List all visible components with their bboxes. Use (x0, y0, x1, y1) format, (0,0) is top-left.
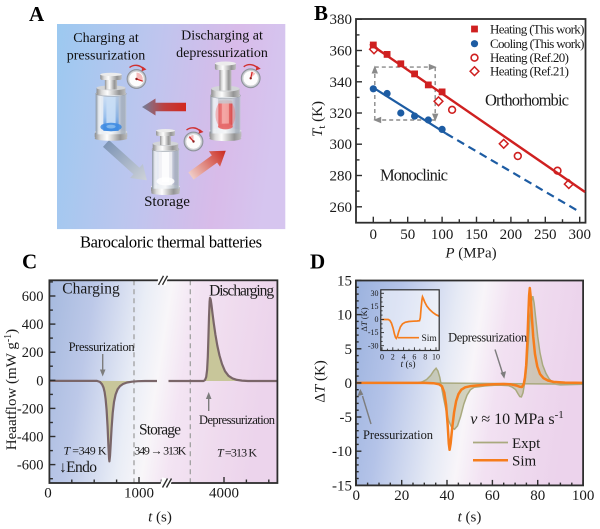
svg-text:Heating (This work): Heating (This work) (490, 22, 585, 37)
svg-text:400: 400 (22, 317, 44, 333)
svg-text:t (s): t (s) (400, 359, 415, 370)
svg-text:Cooling (This work): Cooling (This work) (490, 36, 585, 51)
svg-text:10: 10 (337, 308, 352, 324)
svg-text:200: 200 (22, 345, 44, 361)
svg-text:Sim: Sim (422, 334, 438, 344)
svg-text:0: 0 (370, 227, 378, 243)
svg-text:300: 300 (568, 227, 591, 243)
svg-text:P (MPa): P (MPa) (444, 246, 496, 262)
svg-text:340: 340 (330, 75, 353, 91)
svg-text:380: 380 (330, 12, 353, 28)
svg-text:Barocaloric thermal batteries: Barocaloric thermal batteries (80, 233, 262, 252)
svg-text:15: 15 (337, 273, 352, 289)
svg-text:T =313 K: T =313 K (217, 446, 257, 460)
svg-text:Discharging: Discharging (209, 282, 274, 299)
svg-text:600: 600 (22, 289, 44, 305)
svg-text:ΔT (K): ΔT (K) (359, 307, 369, 331)
svg-text:Heaatflow (mW g-1): Heaatflow (mW g-1) (3, 329, 20, 450)
svg-text:360: 360 (330, 44, 353, 60)
svg-text:50: 50 (400, 227, 415, 243)
svg-text:200: 200 (500, 227, 523, 243)
svg-text:30: 30 (371, 289, 379, 298)
svg-text:300: 300 (330, 137, 353, 153)
svg-text:0: 0 (375, 315, 379, 324)
svg-text:0: 0 (380, 353, 384, 362)
svg-text:-10: -10 (332, 444, 352, 460)
svg-text:T =349 K: T =349 K (64, 444, 107, 458)
svg-text:4000: 4000 (209, 486, 239, 502)
svg-text:Storage: Storage (139, 422, 181, 439)
svg-text:C: C (22, 250, 37, 274)
svg-text:Depressurization: Depressurization (199, 413, 276, 427)
svg-text:-200: -200 (17, 401, 44, 417)
svg-text:40: 40 (440, 488, 455, 504)
svg-text:15: 15 (371, 302, 379, 311)
svg-text:pressurization: pressurization (67, 49, 146, 64)
svg-text:-5: -5 (340, 410, 353, 426)
svg-text:A: A (29, 2, 45, 26)
svg-text:-15: -15 (332, 478, 352, 494)
svg-text:150: 150 (465, 227, 488, 243)
svg-text:5: 5 (345, 342, 353, 358)
svg-text:Discharging at: Discharging at (181, 29, 263, 44)
svg-text:B: B (314, 1, 328, 25)
svg-text:0: 0 (36, 373, 43, 389)
svg-text:0: 0 (353, 488, 361, 504)
svg-text:v ≈ 10 MPa s-1: v ≈ 10 MPa s-1 (470, 409, 564, 428)
svg-text:Heating (Ref.20): Heating (Ref.20) (490, 50, 569, 65)
svg-text:Heating (Ref.21): Heating (Ref.21) (490, 64, 569, 79)
svg-text:D: D (310, 250, 325, 274)
svg-text:-400: -400 (17, 430, 44, 446)
svg-text:2: 2 (391, 353, 395, 362)
svg-text:Charging: Charging (62, 281, 120, 298)
svg-text:Storage: Storage (144, 194, 190, 210)
svg-text:↓Endo: ↓Endo (59, 459, 97, 476)
svg-text:Orthorhombic: Orthorhombic (485, 91, 569, 110)
svg-text:260: 260 (330, 200, 353, 216)
svg-text:10: 10 (432, 353, 440, 362)
svg-text:Pressurization: Pressurization (363, 428, 434, 442)
svg-text:80: 80 (530, 488, 545, 504)
svg-text:Pressurization: Pressurization (69, 340, 136, 354)
svg-text:20: 20 (394, 488, 409, 504)
svg-text:-30: -30 (368, 341, 379, 350)
svg-text:320: 320 (330, 106, 353, 122)
svg-text:0: 0 (44, 486, 52, 502)
svg-text:Monoclinic: Monoclinic (380, 166, 448, 185)
svg-text:t (s): t (s) (458, 510, 482, 526)
svg-text:280: 280 (330, 169, 353, 185)
svg-text:0: 0 (345, 376, 353, 392)
svg-text:depressurization: depressurization (176, 46, 268, 61)
svg-text:1000: 1000 (124, 486, 154, 502)
svg-text:100: 100 (431, 227, 454, 243)
svg-text:-15: -15 (368, 328, 379, 337)
svg-text:Sim: Sim (512, 453, 537, 469)
svg-text:250: 250 (534, 227, 557, 243)
svg-text:-600: -600 (17, 458, 44, 474)
svg-text:ΔT (K): ΔT (K) (313, 360, 329, 403)
svg-text:349 → 313K: 349 → 313K (134, 444, 186, 458)
svg-text:8: 8 (423, 353, 427, 362)
svg-text:60: 60 (485, 488, 500, 504)
svg-text:100: 100 (572, 488, 595, 504)
svg-text:6: 6 (412, 353, 416, 362)
svg-text:Tt (K): Tt (K) (310, 101, 328, 137)
svg-text:Expt: Expt (512, 436, 541, 452)
svg-text:Depressurization: Depressurization (448, 331, 528, 345)
svg-text:t (s): t (s) (148, 510, 172, 526)
svg-text:Charging at: Charging at (73, 31, 139, 46)
svg-text:4: 4 (402, 353, 406, 362)
